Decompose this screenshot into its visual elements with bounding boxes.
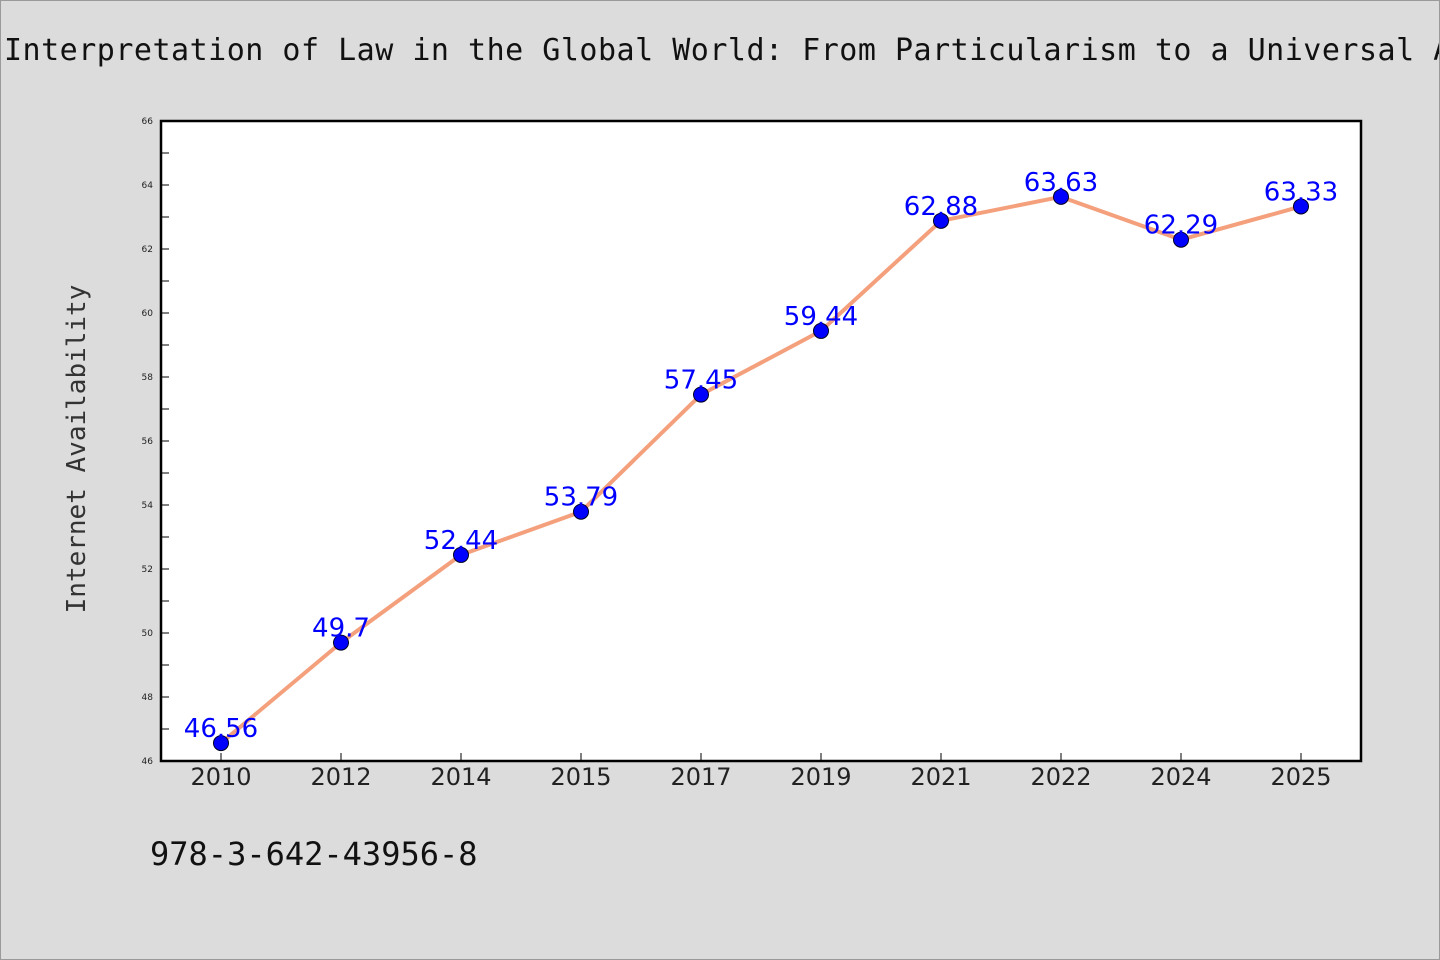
x-tick-label: 2010 (190, 763, 251, 791)
y-tick-label: 46 (142, 757, 154, 767)
data-point (1293, 198, 1309, 215)
data-point (813, 322, 829, 339)
x-tick-label: 2021 (910, 763, 971, 791)
data-label: 57.45 (664, 366, 738, 396)
chart-title: Interpretation of Law in the Global Worl… (4, 33, 1440, 68)
y-tick-label: 66 (142, 117, 154, 127)
x-tick-label: 2025 (1270, 763, 1331, 791)
data-label: 53.79 (544, 483, 618, 513)
x-tick-label: 2012 (310, 763, 371, 791)
x-tick-label: 2024 (1150, 763, 1211, 791)
x-tick-label: 2017 (670, 763, 731, 791)
y-tick-label: 52 (142, 565, 153, 575)
data-label: 52.44 (424, 526, 498, 556)
y-tick-label: 58 (142, 373, 154, 383)
y-tick-label: 56 (142, 437, 154, 447)
data-point (1173, 231, 1189, 248)
data-point (213, 735, 229, 752)
data-point (1053, 188, 1069, 205)
data-label: 62.88 (904, 192, 978, 222)
series-line (219, 194, 1302, 745)
y-axis-label: Internet Availability (62, 285, 92, 614)
y-tick-label: 54 (142, 501, 154, 511)
x-tick-label: 2019 (790, 763, 851, 791)
data-label: 62.29 (1144, 211, 1218, 241)
data-point (693, 386, 709, 403)
y-tick-label: 60 (142, 309, 154, 319)
data-point (573, 503, 589, 520)
data-label: 46.56 (184, 714, 258, 744)
isbn-text: 978-3-642-43956-8 (150, 835, 478, 873)
x-tick-label: 2022 (1030, 763, 1091, 791)
data-point (333, 634, 349, 651)
y-tick-label: 62 (142, 245, 153, 255)
data-label: 63.63 (1024, 168, 1098, 198)
data-point (453, 546, 469, 563)
y-tick-label: 48 (142, 693, 154, 703)
data-point (933, 212, 949, 229)
y-tick-label: 50 (142, 629, 154, 639)
data-label: 63.33 (1264, 177, 1338, 207)
x-tick-label: 2014 (430, 763, 491, 791)
plot-frame (159, 119, 1363, 763)
x-tick-label: 2015 (550, 763, 611, 791)
plot-area (161, 121, 1361, 761)
data-label: 49.7 (312, 614, 370, 644)
data-label: 59.44 (784, 302, 858, 332)
y-tick-label: 64 (142, 181, 154, 191)
